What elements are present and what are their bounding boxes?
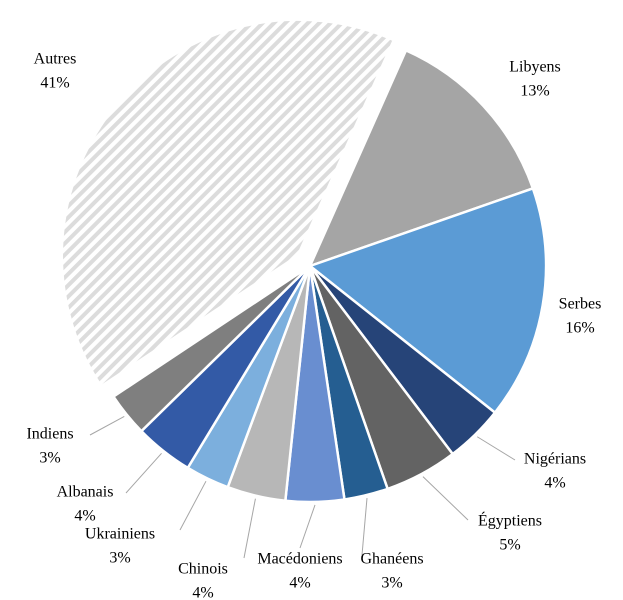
leader-line — [361, 498, 368, 556]
pie — [60, 18, 548, 504]
slice-label: Chinois — [178, 561, 228, 578]
pie-slice — [60, 18, 396, 389]
pie-slice — [111, 264, 311, 433]
slice-label: Albanais — [57, 484, 114, 501]
slice-value-label: 3% — [381, 575, 402, 592]
slice-value-label: 4% — [192, 585, 213, 600]
slice-value-label: 41% — [40, 75, 69, 92]
slice-label: Égyptiens — [478, 511, 542, 530]
slice-label: Ghanéens — [360, 551, 423, 568]
leader-line — [125, 452, 162, 494]
labels: Libyens 13% Serbes 16% Nigérians 4% Égyptiens 5… — [26, 51, 601, 600]
slice-label: Libyens — [509, 59, 561, 76]
slice-label: Ukrainiens — [85, 526, 155, 543]
slice-value-label: 4% — [544, 475, 565, 492]
pie-slice — [307, 48, 535, 269]
slice-label: Macédoniens — [257, 551, 342, 568]
slice-label: Nigérians — [524, 451, 586, 468]
slice-value-label: 5% — [499, 537, 520, 554]
slice-label: Serbes — [559, 296, 602, 313]
slice-label: Indiens — [26, 426, 73, 443]
pie-slice — [307, 186, 548, 415]
leader-line — [179, 480, 207, 531]
slice-value-label: 3% — [109, 550, 130, 567]
leader-line — [476, 436, 516, 461]
slice-value-label: 16% — [565, 320, 594, 337]
leader-line — [89, 415, 125, 436]
slice-value-label: 13% — [520, 83, 549, 100]
slice-value-label: 4% — [289, 575, 310, 592]
slice-value-label: 3% — [39, 450, 60, 467]
slice-value-label: 4% — [74, 508, 95, 525]
leader-line — [299, 504, 316, 549]
leader-line — [422, 476, 469, 521]
slice-label: Autres — [34, 51, 77, 68]
leader-line — [243, 498, 256, 559]
